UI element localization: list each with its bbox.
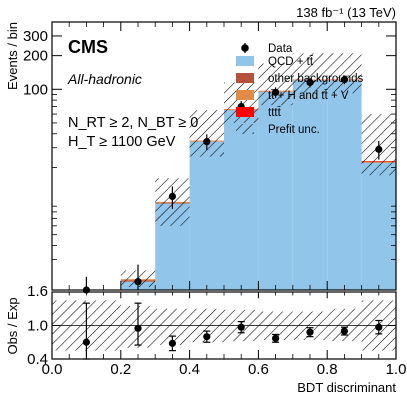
selection-line-2: H_T ≥ 1100 GeV (68, 134, 176, 150)
xtick-label-4: 0.8 (317, 361, 338, 378)
legend-swatch-ttx (236, 90, 254, 100)
legend-data-marker (241, 44, 249, 52)
legend-entry-data: Data (241, 43, 293, 55)
legend-entry-tttt: tttt̄ (236, 107, 282, 119)
axis-ticks: 100 200 300 1.6 0.4 1.0 0.0 0.2 0.4 0.6 0.8 1.0 (23, 21, 407, 378)
data-point-5 (272, 88, 280, 96)
main-uncertainty-band (120, 53, 396, 288)
analysis-subtitle: All-hadronic (67, 71, 142, 87)
ratio-point-0 (82, 338, 90, 346)
data-point-6 (306, 78, 314, 87)
legend-entry-ttx: tt̄ + H and tt̄ + V (236, 90, 349, 102)
ratio-point-7 (340, 327, 348, 335)
ratio-point-2 (168, 339, 176, 347)
legend-swatch-tttt (236, 107, 254, 117)
ratio-point-6 (306, 328, 314, 336)
xtick-label-3: 0.6 (248, 361, 269, 378)
legend-label-qcd: QCD + tt̄ (268, 56, 314, 68)
selection-line-1: N_RT ≥ 2, N_BT ≥ 0 (68, 115, 198, 131)
ratio-point-5 (272, 334, 280, 342)
data-point-1 (134, 278, 142, 286)
data-point-3 (203, 138, 211, 146)
data-point-8 (375, 145, 383, 153)
bar-qcd-bin-6 (258, 91, 293, 290)
ratio-point-1 (134, 324, 142, 332)
legend-label-tttt: tttt̄ (268, 107, 282, 119)
xtick-label-5: 1.0 (386, 361, 407, 378)
bar-qcd-bin-5 (224, 110, 259, 290)
luminosity-label: 138 fb⁻¹ (13 TeV) (296, 5, 396, 20)
legend-entry-unc: Prefit unc. (236, 124, 320, 136)
legend-swatch-unc (236, 124, 254, 134)
legend-entry-other: other backgrounds (236, 73, 364, 85)
main-y-axis-label: Events / bin (5, 22, 20, 90)
legend-swatch-other (236, 73, 254, 83)
bar-qcd-bin-7 (292, 80, 328, 290)
legend-entry-qcd: QCD + tt̄ (236, 56, 314, 68)
xtick-label-2: 0.4 (179, 361, 200, 378)
legend-swatch-qcd (236, 56, 254, 66)
main-ytick-label-2: 300 (23, 28, 48, 45)
bar-qcd-bin-4 (189, 141, 224, 290)
data-point-7 (340, 76, 348, 84)
experiment-label: CMS (68, 37, 108, 57)
unc-band-bin-8 (327, 53, 362, 94)
legend-label-data: Data (268, 43, 293, 55)
xtick-label-1: 0.2 (110, 361, 131, 378)
xtick-label-0: 0.0 (42, 361, 63, 378)
ratio-y-axis-label: Obs / Exp (5, 297, 20, 354)
main-stacked-histogram (120, 79, 396, 290)
x-axis-label: BDT discriminant (297, 380, 396, 395)
ratio-unc-bin-8 (327, 308, 362, 342)
main-ylim-label: 1.6 (27, 283, 48, 300)
ratio-data-points (82, 302, 383, 360)
legend-label-ttx: tt̄ + H and tt̄ + V (268, 90, 349, 102)
bar-qcd-bin-8 (327, 80, 362, 290)
ratio-ytick-label-0: 0.4 (27, 351, 48, 368)
main-ytick-label-0: 100 (23, 81, 48, 98)
ratio-ytick-label-1: 1.0 (27, 318, 48, 335)
legend: Data QCD + tt̄ other backgrounds tt̄ + H… (236, 43, 364, 136)
main-ytick-label-1: 200 (23, 48, 48, 65)
ratio-point-4 (237, 323, 245, 331)
legend-label-unc: Prefit unc. (268, 124, 320, 136)
bar-qcd-bin-9 (361, 162, 396, 290)
ratio-point-3 (203, 333, 211, 341)
data-point-2 (168, 192, 176, 201)
unc-band-bin-6 (258, 63, 293, 106)
ratio-point-8 (375, 323, 383, 331)
legend-label-other: other backgrounds (268, 73, 364, 85)
